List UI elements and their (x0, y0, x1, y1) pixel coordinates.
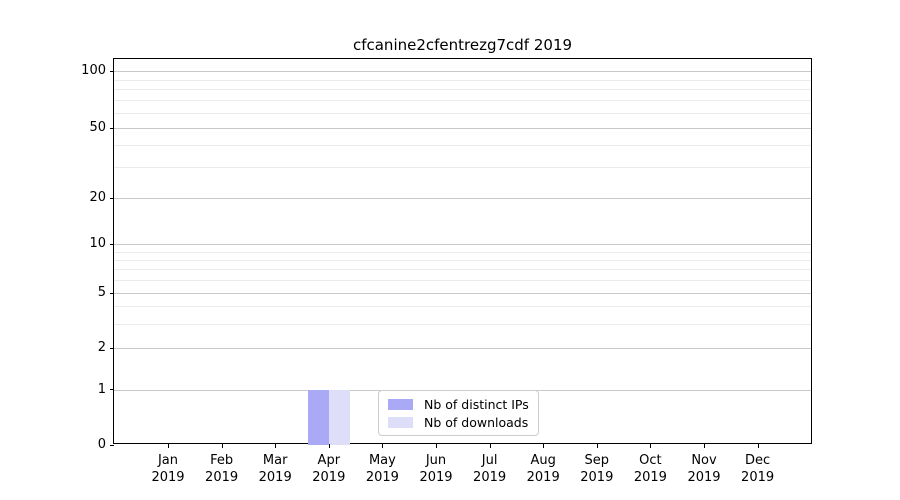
y-tick-label: 5 (97, 285, 106, 300)
legend: Nb of distinct IPs Nb of downloads (378, 390, 539, 436)
x-tick-mark (221, 444, 223, 448)
x-tick-mark (168, 444, 169, 448)
x-tick-mark (650, 444, 652, 448)
bar-distinct-ips (307, 389, 329, 445)
minor-gridline (114, 79, 811, 81)
x-tick-mark (489, 444, 491, 448)
bar-downloads (328, 389, 350, 445)
legend-entry: Nb of downloads (388, 414, 529, 430)
minor-gridline (114, 113, 811, 114)
x-tick-mark (328, 444, 330, 448)
legend-label: Nb of distinct IPs (424, 396, 529, 412)
x-tick-mark (275, 444, 277, 448)
x-tick-label: Aug 2019 (526, 453, 560, 485)
x-tick-label: Mar 2019 (258, 453, 292, 485)
x-tick-label: Feb 2019 (205, 453, 239, 485)
x-tick-label: May 2019 (365, 453, 399, 485)
legend-swatch-0 (388, 398, 413, 410)
y-tick-mark (110, 389, 114, 390)
minor-gridline (114, 167, 811, 168)
minor-gridline (114, 251, 811, 253)
x-tick-label: Jun 2019 (419, 453, 453, 485)
x-tick-mark (757, 444, 759, 448)
y-tick-mark (110, 347, 114, 349)
x-tick-label: Nov 2019 (687, 453, 721, 485)
major-gridline (114, 348, 811, 349)
y-tick-label: 50 (89, 120, 106, 135)
y-tick-mark (110, 70, 114, 72)
minor-gridline (114, 89, 811, 91)
y-tick-mark (110, 127, 114, 129)
x-tick-mark (596, 444, 598, 448)
y-tick-label: 0 (97, 437, 106, 452)
minor-gridline (114, 259, 811, 261)
y-tick-label: 1 (97, 381, 106, 397)
x-tick-mark (543, 444, 545, 448)
y-tick-label: 20 (89, 190, 106, 205)
major-gridline (114, 198, 811, 199)
x-tick-label: Jan 2019 (151, 453, 185, 485)
major-gridline (114, 71, 811, 72)
minor-gridline (114, 280, 811, 282)
major-gridline (114, 244, 811, 245)
x-tick-label: Sep 2019 (580, 453, 614, 485)
minor-gridline (114, 269, 811, 271)
y-tick-label: 10 (89, 236, 106, 251)
legend-swatch-1 (388, 416, 413, 428)
y-tick-mark (110, 444, 114, 446)
minor-gridline (114, 100, 811, 102)
y-tick-mark (110, 197, 114, 199)
minor-gridline (114, 145, 811, 147)
y-tick-mark (110, 292, 114, 294)
legend-entry: Nb of distinct IPs (388, 396, 529, 412)
y-tick-label: 2 (97, 340, 106, 355)
major-gridline (114, 293, 811, 294)
x-tick-mark (436, 444, 437, 448)
major-gridline (114, 128, 811, 129)
x-tick-mark (704, 444, 705, 448)
x-tick-label: Apr 2019 (312, 453, 346, 485)
chart-title: cfcanine2cfentrezg7cdf 2019 (352, 36, 573, 54)
plot-area: 0 1 2 5 10 20 50 100 Jan 2019 Feb 2019 Mar 2019 Apr… (81, 58, 812, 485)
x-tick-label: Jul 2019 (473, 453, 507, 485)
x-tick-mark (382, 444, 384, 448)
y-tick-mark (110, 243, 114, 245)
y-tick-label: 100 (81, 63, 106, 78)
x-tick-label: Dec 2019 (741, 453, 775, 485)
legend-label: Nb of downloads (424, 414, 529, 430)
minor-gridline (114, 323, 811, 325)
x-tick-label: Oct 2019 (633, 453, 667, 485)
minor-gridline (114, 306, 811, 308)
